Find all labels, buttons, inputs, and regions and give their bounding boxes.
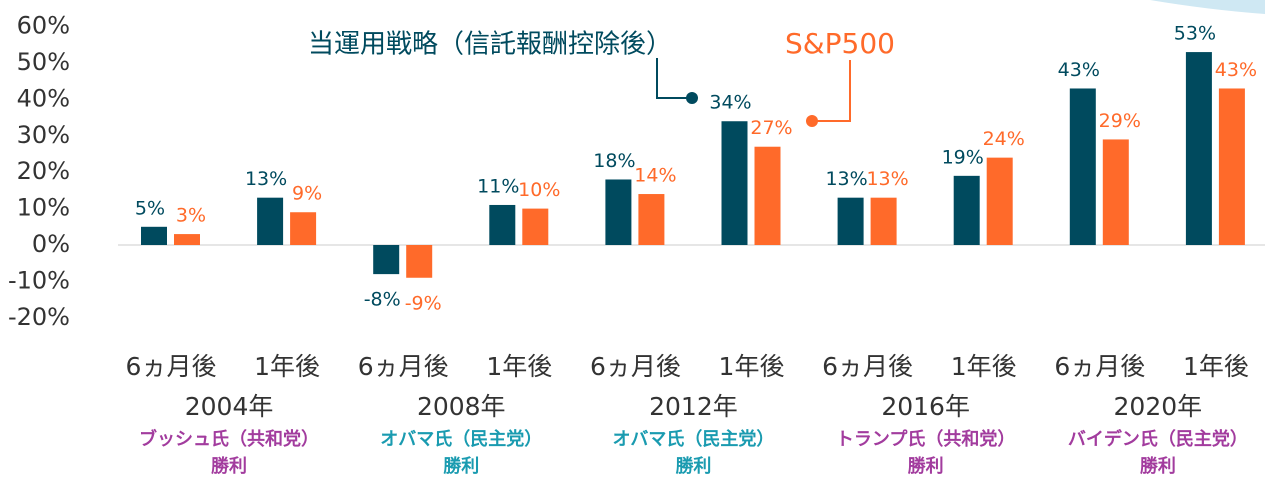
- bar: [1185, 52, 1212, 245]
- bar: [174, 234, 200, 245]
- bar: [141, 226, 167, 245]
- bar: [605, 179, 632, 245]
- group-year: 2012年: [649, 392, 738, 421]
- bar: [290, 212, 317, 245]
- legend-connector: [812, 60, 851, 122]
- bar: [721, 121, 748, 245]
- y-tick-label: 10%: [17, 194, 70, 222]
- x-tick-label: 1年後: [1183, 352, 1249, 381]
- data-label: 13%: [825, 168, 867, 190]
- bar: [406, 245, 433, 278]
- data-label: 18%: [593, 150, 635, 172]
- y-tick-label: 20%: [17, 157, 70, 185]
- y-tick-label: 30%: [17, 121, 70, 149]
- group-winner: バイデン氏（民主党）: [1068, 428, 1248, 450]
- data-label: 14%: [634, 165, 676, 187]
- group-year: 2016年: [881, 392, 970, 421]
- y-tick-label: 50%: [17, 48, 70, 76]
- data-label: -9%: [405, 292, 442, 314]
- bar: [1069, 88, 1096, 245]
- decoration: [1150, 0, 1265, 14]
- group-result: 勝利: [211, 455, 247, 477]
- group-result: 勝利: [675, 455, 711, 477]
- data-label: 5%: [135, 197, 165, 219]
- y-tick-label: 0%: [32, 230, 70, 258]
- data-label: 13%: [245, 168, 287, 190]
- bar: [837, 197, 864, 245]
- x-tick-label: 6ヵ月後: [358, 352, 449, 381]
- data-label: 19%: [942, 146, 984, 168]
- data-label: 53%: [1174, 23, 1216, 45]
- bar: [953, 175, 980, 245]
- data-label: 9%: [292, 183, 322, 205]
- bar: [373, 245, 400, 275]
- x-tick-label: 6ヵ月後: [1054, 352, 1145, 381]
- bar: [986, 157, 1013, 245]
- y-tick-label: 40%: [17, 84, 70, 112]
- legend-label: S&P500: [785, 27, 895, 60]
- bar: [870, 197, 897, 245]
- group-winner: トランプ氏（共和党）: [836, 428, 1015, 450]
- y-tick-label: -10%: [8, 266, 70, 294]
- data-label: 43%: [1215, 59, 1257, 81]
- group-result: 勝利: [908, 455, 944, 477]
- data-label: 13%: [866, 168, 908, 190]
- bar: [1218, 88, 1245, 245]
- data-label: 43%: [1058, 59, 1100, 81]
- legend-dot: [806, 115, 818, 127]
- bar: [1102, 139, 1129, 245]
- group-year: 2008年: [417, 392, 506, 421]
- data-label: 24%: [983, 128, 1025, 150]
- bar: [489, 204, 516, 245]
- group-winner: オバマ氏（民主党）: [380, 428, 542, 450]
- group-result: 勝利: [443, 455, 479, 477]
- y-tick-label: -20%: [8, 303, 70, 331]
- x-tick-label: 6ヵ月後: [822, 352, 913, 381]
- data-label: 10%: [518, 179, 560, 201]
- data-label: 27%: [750, 117, 792, 139]
- group-winner: オバマ氏（民主党）: [612, 428, 774, 450]
- group-winner: ブッシュ氏（共和党）: [139, 428, 319, 450]
- x-tick-label: 6ヵ月後: [126, 352, 217, 381]
- data-label: 34%: [709, 92, 751, 114]
- group-result: 勝利: [1140, 455, 1176, 477]
- x-tick-label: 1年後: [254, 352, 320, 381]
- data-label: 3%: [176, 205, 206, 227]
- group-year: 2004年: [185, 392, 274, 421]
- bar: [638, 194, 665, 245]
- x-tick-label: 1年後: [951, 352, 1017, 381]
- legend-connector: [656, 58, 692, 99]
- legend-label: 当運用戦略（信託報酬控除後）: [308, 30, 672, 60]
- data-label: -8%: [364, 289, 401, 311]
- x-tick-label: 1年後: [486, 352, 552, 381]
- y-tick-label: 60%: [17, 12, 70, 40]
- group-year: 2020年: [1114, 392, 1203, 421]
- x-tick-label: 1年後: [719, 352, 785, 381]
- data-label: 11%: [477, 175, 519, 197]
- bar: [522, 208, 549, 245]
- legend-dot: [686, 92, 698, 104]
- x-tick-label: 6ヵ月後: [590, 352, 681, 381]
- data-label: 29%: [1099, 110, 1141, 132]
- bar: [754, 146, 781, 245]
- bar: [257, 197, 284, 245]
